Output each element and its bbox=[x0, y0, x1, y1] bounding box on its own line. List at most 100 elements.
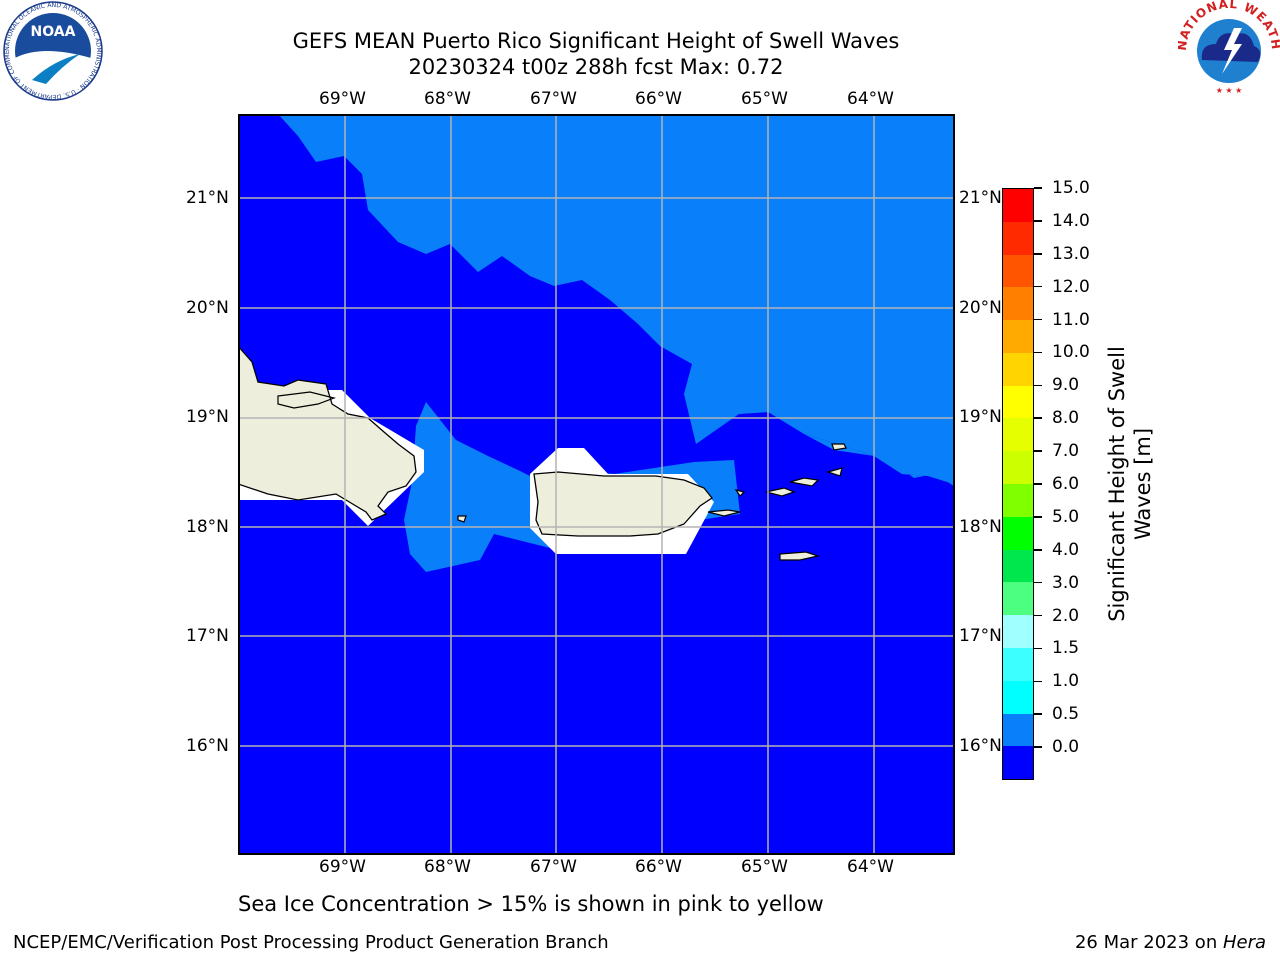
colorbar-tick-mark bbox=[1034, 351, 1042, 354]
lon-label-bottom: 67°W bbox=[530, 857, 577, 877]
lat-label-right: 19°N bbox=[959, 407, 1002, 427]
colorbar-band bbox=[1003, 582, 1033, 616]
colorbar-label-line1: Significant Height of Swell bbox=[1105, 346, 1129, 622]
colorbar-tick-mark bbox=[1034, 581, 1042, 584]
lat-label-left: 21°N bbox=[186, 188, 229, 208]
colorbar-band bbox=[1003, 352, 1033, 386]
colorbar-tick-label: 0.0 bbox=[1052, 737, 1080, 758]
colorbar-tick-label: 7.0 bbox=[1052, 441, 1080, 462]
lat-label-left: 20°N bbox=[186, 298, 229, 318]
lon-label-top: 67°W bbox=[530, 89, 577, 109]
svg-text:NOAA: NOAA bbox=[31, 24, 76, 40]
colorbar-tick-mark bbox=[1034, 450, 1042, 452]
colorbar-tick-label: 0.5 bbox=[1052, 704, 1080, 725]
colorbar-tick-mark bbox=[1034, 483, 1042, 485]
colorbar-tick-label: 6.0 bbox=[1052, 474, 1080, 494]
colorbar-tick-label: 15.0 bbox=[1052, 178, 1090, 198]
swell-region-north bbox=[278, 114, 954, 484]
lon-label-top: 69°W bbox=[319, 89, 366, 109]
colorbar-tick-mark bbox=[1034, 614, 1042, 617]
colorbar-tick-mark bbox=[1034, 384, 1042, 387]
map-gridlines bbox=[238, 114, 954, 854]
colorbar-band bbox=[1003, 615, 1033, 648]
hispaniola-landmass bbox=[238, 345, 417, 521]
lat-labels-right: 21°N 20°N 19°N 18°N 17°N 16°N bbox=[959, 180, 1002, 780]
colorbar-band bbox=[1003, 516, 1033, 550]
colorbar-tick-label: 4.0 bbox=[1052, 539, 1080, 560]
footer-machine: Hera bbox=[1222, 932, 1266, 953]
footer-credit: NCEP/EMC/Verification Post Processing Pr… bbox=[13, 932, 609, 953]
colorbar-band bbox=[1003, 680, 1033, 714]
lat-label-right: 17°N bbox=[959, 626, 1002, 646]
colorbar-tick-label: 3.0 bbox=[1052, 572, 1080, 593]
colorbar-band bbox=[1003, 385, 1033, 419]
colorbar bbox=[1002, 188, 1034, 780]
colorbar-tick-mark bbox=[1034, 746, 1042, 748]
colorbar-tick-label: 2.0 bbox=[1052, 605, 1080, 626]
lon-label-bottom: 68°W bbox=[424, 857, 471, 877]
colorbar-tick-mark bbox=[1034, 713, 1042, 715]
footer-date-text: 26 Mar 2023 on bbox=[1074, 932, 1223, 953]
lon-label-bottom: 65°W bbox=[741, 857, 788, 877]
colorbar-tick-mark bbox=[1034, 253, 1042, 255]
lon-label-bottom: 64°W bbox=[847, 857, 894, 877]
svg-text:★ ★ ★: ★ ★ ★ bbox=[1216, 86, 1243, 95]
colorbar-tick-label: 11.0 bbox=[1052, 309, 1090, 330]
colorbar-tick-mark bbox=[1034, 417, 1042, 419]
colorbar-tick-mark bbox=[1034, 516, 1042, 518]
colorbar-tick-label: 1.0 bbox=[1052, 671, 1080, 692]
colorbar-band bbox=[1003, 451, 1033, 485]
colorbar-tick-mark bbox=[1034, 549, 1042, 551]
lat-label-right: 21°N bbox=[959, 188, 1002, 208]
colorbar-ticks: 15.0 14.0 13.0 12.0 11.0 10.0 9.0 8.0 7.0 6.0 5.0 4… bbox=[1034, 178, 1114, 780]
colorbar-tick-label: 5.0 bbox=[1052, 506, 1080, 527]
lon-label-top: 64°W bbox=[847, 89, 894, 109]
colorbar-band bbox=[1003, 221, 1033, 255]
lat-label-left: 18°N bbox=[186, 517, 229, 537]
colorbar-band bbox=[1003, 320, 1033, 353]
sea-ice-note: Sea Ice Concentration > 15% is shown in … bbox=[238, 892, 824, 916]
lat-label-right: 16°N bbox=[959, 736, 1002, 756]
colorbar-tick-label: 1.5 bbox=[1052, 638, 1080, 659]
swell-height-map bbox=[238, 114, 955, 855]
colorbar-tick-label: 10.0 bbox=[1052, 342, 1090, 363]
lon-label-top: 66°W bbox=[635, 89, 682, 109]
map-frame bbox=[238, 114, 955, 855]
colorbar-band bbox=[1003, 254, 1033, 288]
colorbar-band bbox=[1003, 647, 1033, 681]
colorbar-band bbox=[1003, 549, 1033, 583]
colorbar-tick-mark bbox=[1034, 285, 1042, 288]
colorbar-band bbox=[1003, 287, 1033, 321]
chart-title: GEFS MEAN Puerto Rico Significant Height… bbox=[292, 29, 900, 53]
noaa-logo: NATIONAL OCEANIC AND ATMOSPHERIC ADMINIS… bbox=[2, 0, 103, 101]
lon-label-bottom: 69°W bbox=[319, 857, 366, 877]
footer-date: 26 Mar 2023 on Hera bbox=[1075, 932, 1266, 954]
colorbar-tick-mark bbox=[1034, 680, 1042, 683]
lat-label-right: 20°N bbox=[959, 298, 1002, 318]
lat-label-left: 19°N bbox=[186, 407, 229, 427]
colorbar-tick-label: 8.0 bbox=[1052, 408, 1080, 429]
lat-label-right: 18°N bbox=[959, 517, 1002, 537]
lon-label-top: 65°W bbox=[741, 89, 788, 109]
nws-logo: NATIONAL WEATHER SERVICE ★ ★ ★ bbox=[1178, 0, 1280, 99]
colorbar-tick-mark bbox=[1034, 318, 1042, 321]
colorbar-band bbox=[1003, 189, 1033, 222]
colorbar-band bbox=[1003, 418, 1033, 452]
colorbar-label-line2: Waves [m] bbox=[1131, 427, 1155, 541]
chart-subtitle: 20230324 t00z 288h fcst Max: 0.72 bbox=[408, 55, 784, 79]
colorbar-band bbox=[1003, 713, 1033, 747]
colorbar-tick-label: 13.0 bbox=[1052, 243, 1090, 264]
colorbar-tick-label: 12.0 bbox=[1052, 276, 1090, 297]
colorbar-tick-label: 9.0 bbox=[1052, 375, 1080, 396]
lon-label-top: 68°W bbox=[424, 89, 471, 109]
colorbar-tick-mark bbox=[1034, 187, 1042, 189]
hispaniola-north-coast bbox=[277, 391, 337, 409]
colorbar-tick-mark bbox=[1034, 220, 1042, 222]
virgin-islands bbox=[457, 443, 847, 561]
colorbar-band bbox=[1003, 746, 1033, 780]
lat-label-left: 17°N bbox=[186, 626, 229, 646]
lat-label-left: 16°N bbox=[186, 736, 229, 756]
colorbar-tick-mark bbox=[1034, 647, 1042, 650]
colorbar-band bbox=[1003, 484, 1033, 517]
colorbar-tick-label: 14.0 bbox=[1052, 210, 1090, 231]
